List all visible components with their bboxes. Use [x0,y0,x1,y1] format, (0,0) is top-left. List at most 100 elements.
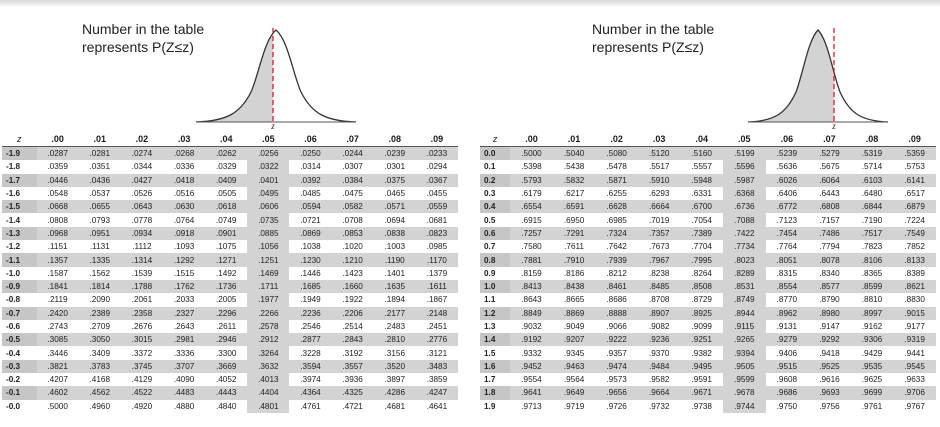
probability-cell: .9394 [723,346,766,360]
probability-cell: .1562 [78,266,121,280]
probability-cell: .9535 [850,359,894,374]
column-header: .02 [120,132,163,147]
probability-cell: .5160 [680,146,724,161]
probability-cell: .9671 [680,386,724,400]
table-row: 1.5.9332.9345.9357.9370.9382.9394.9406.9… [480,346,936,360]
probability-cell: .9656 [595,386,638,400]
probability-cell: .2546 [289,319,332,334]
probability-cell: .1170 [415,253,458,267]
column-header: .07 [808,132,851,147]
probability-cell: .0985 [415,240,458,254]
probability-cell: .7549 [893,226,936,241]
header-row: z .00.01.02.03.04.05.06.07.08.09 [2,132,458,147]
probability-cell: .3483 [415,359,458,374]
probability-cell: .7910 [552,253,596,267]
probability-cell: .0384 [331,173,374,187]
probability-cell: .8461 [595,279,638,294]
table-row: -0.2.4207.4168.4129.4090.4052.4013.3974.… [2,373,458,387]
probability-cell: .6179 [510,186,553,201]
probability-cell: .2843 [331,333,374,347]
probability-cell: .7673 [637,240,681,254]
probability-cell: .0694 [373,213,416,227]
probability-cell: .0409 [205,173,248,187]
z-value: -1.2 [2,240,37,254]
probability-cell: .8997 [850,306,894,320]
z-value: 0.4 [480,200,511,214]
table-row: -1.5.0668.0655.0643.0630.0618.0606.0594.… [2,200,458,214]
probability-cell: .9738 [680,399,724,413]
probability-cell: .9706 [893,386,936,400]
probability-cell: .2119 [36,293,79,307]
probability-cell: .8413 [510,279,553,294]
probability-cell: .7995 [680,253,724,267]
z-value: 0.6 [480,226,511,241]
probability-cell: .9370 [637,346,681,360]
probability-cell: .9099 [680,319,724,334]
probability-cell: .3121 [415,346,458,360]
probability-cell: .0307 [331,160,374,174]
probability-cell: .0630 [163,200,206,214]
probability-cell: .9463 [552,359,596,374]
probability-cell: .7642 [595,240,638,254]
table-row: -1.2.1151.1131.1112.1093.1075.1056.1038.… [2,240,458,254]
probability-cell: .4761 [289,399,332,413]
probability-cell: .0735 [247,213,290,227]
curve-line [748,29,888,123]
column-header: .05 [247,132,290,147]
probability-cell: .5120 [637,146,681,161]
probability-cell: .6554 [510,200,553,214]
probability-cell: .9319 [893,333,936,347]
z-value: 1.7 [480,373,511,387]
probability-cell: .9484 [637,359,681,374]
probability-cell: .9599 [723,373,766,387]
probability-cell: .9406 [765,346,809,360]
probability-cell: .9625 [850,373,894,387]
probability-cell: .2912 [247,333,290,347]
probability-cell: .3372 [120,346,163,360]
probability-cell: .2358 [120,306,163,320]
probability-cell: .6064 [808,173,851,187]
probability-cell: .8508 [680,279,724,294]
probability-cell: .8365 [850,266,894,280]
probability-cell: .7704 [680,240,724,254]
probability-cell: .0708 [331,213,374,227]
z-value: -1.8 [2,160,37,174]
probability-cell: .6103 [850,173,894,187]
probability-cell: .3085 [36,333,79,347]
column-header: .07 [331,132,374,147]
probability-cell: .4247 [415,386,458,400]
z-value: -1.3 [2,226,37,241]
probability-cell: .8078 [808,253,851,267]
probability-cell: .1190 [373,253,416,267]
probability-cell: .6808 [808,200,851,214]
probability-cell: .9082 [637,319,681,334]
probability-cell: .4325 [331,386,374,400]
table-row: -1.3.0968.0951.0934.0918.0901.0885.0869.… [2,226,458,241]
probability-cell: .1788 [120,279,163,294]
probability-cell: .8554 [765,279,809,294]
probability-cell: .9474 [595,359,638,374]
probability-cell: .0934 [120,226,163,241]
probability-cell: .9573 [595,373,638,387]
z-value: 0.8 [480,253,511,267]
probability-cell: .3669 [205,359,248,374]
probability-cell: .1210 [331,253,374,267]
probability-cell: .8133 [893,253,936,267]
probability-cell: .1660 [331,279,374,294]
probability-cell: .0359 [36,160,79,174]
probability-cell: .0375 [373,173,416,187]
probability-cell: .0244 [331,146,374,161]
probability-cell: .8907 [637,306,681,320]
z-value: -0.6 [2,319,37,334]
z-value: -0.8 [2,293,37,307]
probability-cell: .9032 [510,319,553,334]
probability-cell: .2266 [247,306,290,320]
probability-cell: .1762 [163,279,206,294]
table-row: -0.0.5000.4960.4920.4880.4840.4801.4761.… [2,399,458,413]
probability-cell: .2206 [331,306,374,320]
z-value: 1.2 [480,306,511,320]
probability-cell: .1401 [373,266,416,280]
probability-cell: .5040 [552,146,596,161]
probability-cell: .9382 [680,346,724,360]
probability-cell: .5359 [893,146,936,161]
